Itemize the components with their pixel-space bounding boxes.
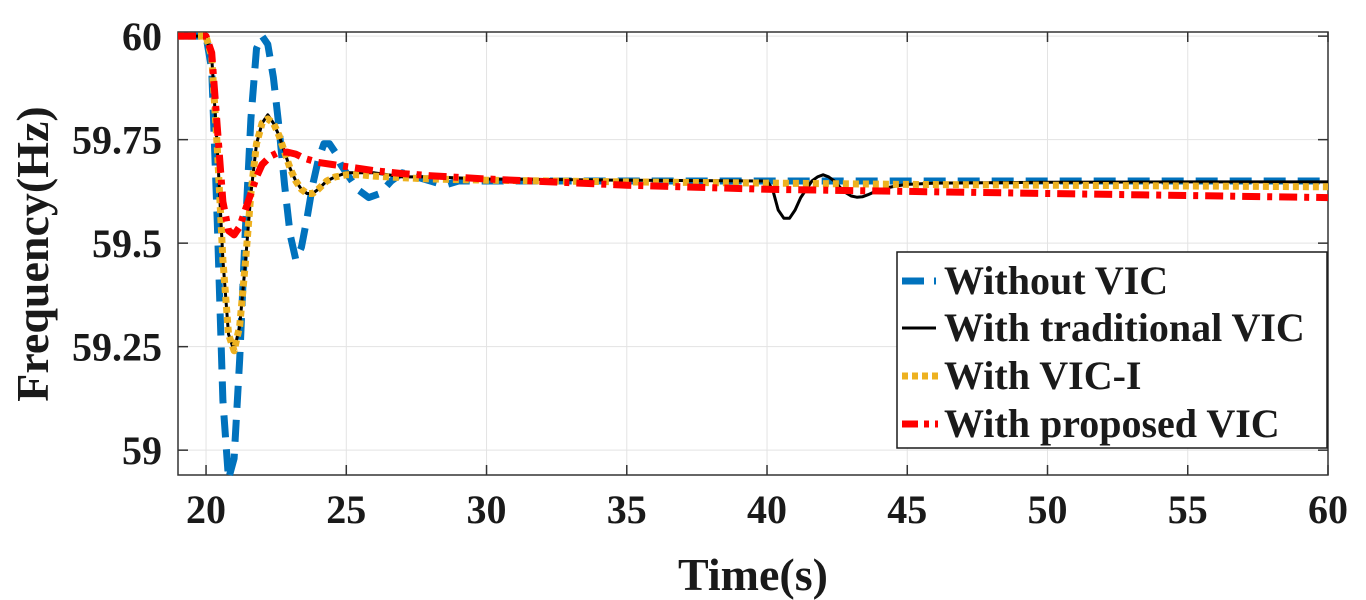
- x-tick-label: 35: [607, 487, 647, 532]
- legend: Without VIC With traditional VIC With VI…: [896, 251, 1328, 449]
- grid: [178, 32, 1329, 475]
- legend-label-vic-i: With VIC-I: [944, 353, 1141, 398]
- x-tick-label: 40: [747, 487, 787, 532]
- y-axis-label: Frequency(Hz): [7, 106, 58, 402]
- x-tick-label: 25: [326, 487, 366, 532]
- x-axis-ticks: 20 25 30 35 40 45 50 55 60: [186, 32, 1348, 532]
- y-tick-label: 59.75: [72, 118, 162, 163]
- x-tick-label: 55: [1168, 487, 1208, 532]
- x-tick-label: 45: [887, 487, 927, 532]
- x-axis-label: Time(s): [678, 549, 828, 600]
- x-tick-label: 50: [1028, 487, 1068, 532]
- plot-area-border: [177, 31, 1329, 476]
- legend-box: [896, 251, 1328, 449]
- series-group: [178, 32, 1329, 483]
- y-tick-label: 59: [122, 428, 162, 473]
- y-tick-label: 59.25: [72, 325, 162, 370]
- y-axis-ticks: 59 59.25 59.5 59.75 60: [72, 14, 1328, 473]
- series-line-vic-i: [178, 32, 1329, 355]
- legend-label-without-vic: Without VIC: [944, 258, 1168, 303]
- x-tick-label: 60: [1308, 487, 1348, 532]
- x-tick-label: 30: [467, 487, 507, 532]
- y-tick-label: 60: [122, 14, 162, 59]
- legend-label-proposed-vic: With proposed VIC: [944, 401, 1280, 446]
- x-tick-label: 20: [186, 487, 226, 532]
- y-tick-label: 59.5: [92, 221, 162, 266]
- legend-label-traditional-vic: With traditional VIC: [944, 305, 1305, 350]
- series-line-proposed-vic: [178, 32, 1329, 239]
